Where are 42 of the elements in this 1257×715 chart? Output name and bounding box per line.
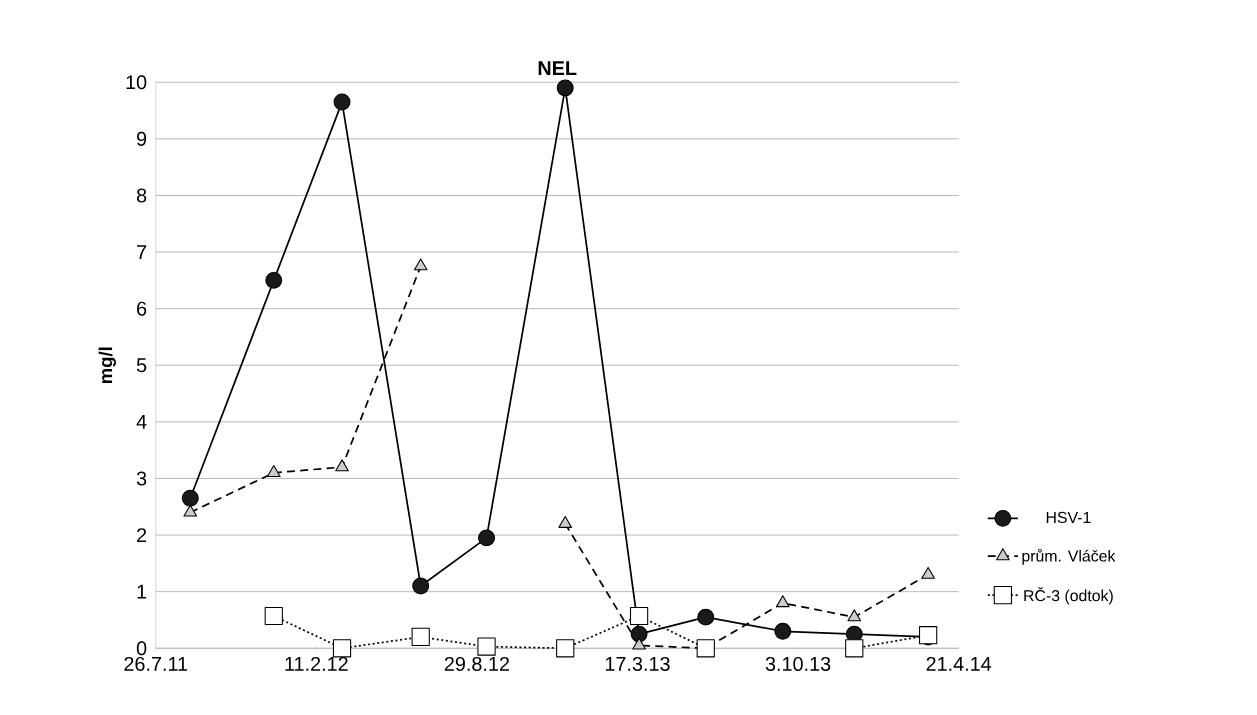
- x-tick-label: 26.7.11: [124, 657, 188, 672]
- y-tick-label: 10: [126, 75, 147, 90]
- y-axis-title: mg/l: [98, 347, 116, 384]
- point: [847, 609, 862, 622]
- point: [696, 639, 715, 658]
- point: [921, 567, 935, 579]
- y-tick-label: 5: [136, 358, 147, 373]
- chart-title: NEL: [538, 61, 577, 76]
- point: [181, 489, 199, 507]
- point: [477, 637, 496, 656]
- x-tick-label: 11.2.12: [285, 657, 348, 671]
- point: [774, 622, 792, 640]
- legend-label: HSV-1: [1046, 512, 1091, 524]
- x-tick-label: 29.8.12: [444, 657, 509, 672]
- point: [335, 459, 349, 472]
- point: [333, 93, 351, 111]
- point: [478, 529, 495, 547]
- point: [558, 516, 573, 529]
- y-tick-label: 8: [136, 188, 147, 203]
- point: [266, 465, 281, 478]
- point: [183, 504, 198, 517]
- x-tick-label: 17.3.13: [605, 657, 670, 672]
- legend-label: prům. Vláček: [1022, 548, 1116, 565]
- point: [775, 595, 790, 608]
- point: [413, 258, 428, 271]
- y-tick-label: 1: [137, 585, 147, 599]
- x-tick-label: 3.10.13: [765, 657, 831, 672]
- point: [412, 577, 430, 595]
- y-tick-label: 0: [136, 641, 147, 656]
- y-tick-label: 3: [136, 471, 147, 486]
- y-tick-label: 6: [137, 301, 147, 316]
- legend-label: RČ-3 (odtok): [1024, 587, 1113, 605]
- y-tick-label: 7: [137, 245, 147, 260]
- point: [632, 637, 646, 650]
- point: [630, 625, 648, 643]
- x-tick-label: 21.4.14: [926, 657, 992, 671]
- y-tick-label: 2: [137, 528, 147, 543]
- y-tick-label: 9: [137, 132, 147, 147]
- point: [556, 79, 574, 97]
- y-tick-label: 4: [136, 415, 147, 429]
- point: [697, 608, 715, 626]
- point: [265, 272, 283, 289]
